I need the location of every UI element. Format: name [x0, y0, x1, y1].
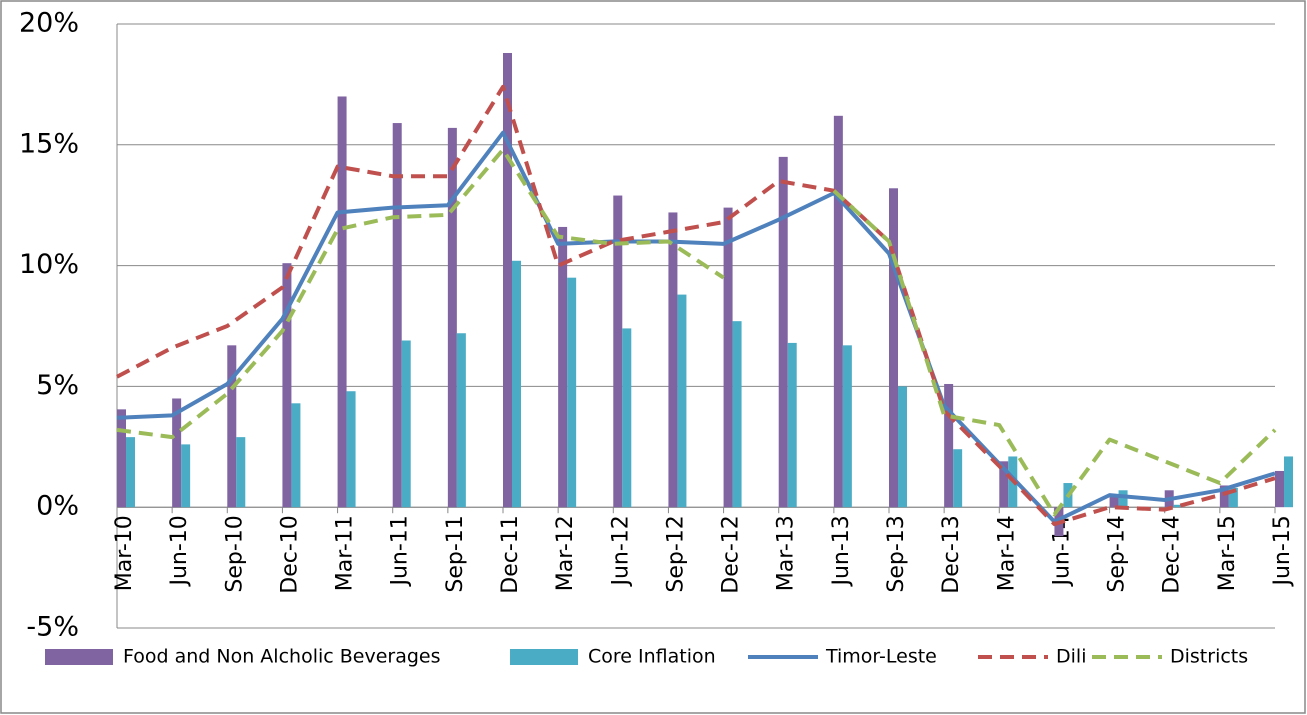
- bar: [1109, 495, 1119, 508]
- bar: [999, 461, 1009, 508]
- x-tick-label: Mar-11: [333, 515, 358, 591]
- bar: [622, 328, 632, 508]
- x-tick-label: Sep-13: [884, 515, 909, 592]
- bar: [172, 398, 182, 508]
- line: [116, 84, 1276, 527]
- bar: [282, 263, 292, 508]
- legend-swatch: [510, 649, 578, 665]
- bar: [842, 345, 852, 508]
- x-tick-label: Dec-11: [498, 515, 523, 594]
- bar: [889, 188, 898, 508]
- x-tick-label: Dec-13: [939, 515, 964, 594]
- y-tick-label: 5%: [36, 370, 79, 401]
- y-tick-label: 10%: [19, 249, 79, 280]
- x-tick-label: Mar-14: [994, 515, 1019, 591]
- x-tick-label: Sep-11: [443, 515, 468, 592]
- x-tick-label: Sep-10: [222, 515, 247, 592]
- bar: [1219, 485, 1229, 508]
- bar: [126, 437, 135, 508]
- bar: [898, 386, 907, 508]
- legend-label: Districts: [1170, 646, 1248, 668]
- bar: [567, 277, 577, 508]
- legend-label: Food and Non Alcholic Beverages: [123, 646, 441, 668]
- bar: [447, 127, 457, 508]
- bar: [1173, 504, 1183, 508]
- bar: [456, 333, 466, 508]
- bar: [181, 444, 191, 508]
- x-tick-label: Dec-10: [277, 515, 302, 594]
- bar: [723, 207, 733, 508]
- bar: [558, 226, 568, 508]
- x-tick-label: Jun-13: [829, 515, 854, 587]
- bar: [833, 115, 843, 508]
- bar: [732, 321, 742, 508]
- x-tick-label: Sep-12: [663, 515, 688, 592]
- bar: [1118, 490, 1128, 508]
- bar: [337, 96, 347, 508]
- bar: [944, 383, 954, 508]
- bar: [1275, 470, 1284, 508]
- x-tick-label: Jun-12: [608, 515, 633, 587]
- bar: [401, 340, 411, 508]
- bar: [117, 409, 126, 508]
- bar: [668, 212, 678, 508]
- x-tick-label: Jun-11: [388, 515, 413, 587]
- bar: [778, 156, 788, 508]
- x-tick-label: Sep-14: [1105, 515, 1130, 592]
- x-tick-label: Dec-14: [1160, 515, 1185, 594]
- x-tick-label: Jun-10: [167, 515, 192, 587]
- x-tick-label: Mar-13: [774, 515, 799, 591]
- line: [116, 147, 1277, 517]
- legend-label: Dili: [1056, 646, 1086, 668]
- bar: [291, 403, 301, 508]
- x-tick-label: Jun-15: [1270, 515, 1295, 587]
- bar: [953, 449, 963, 508]
- bar: [1228, 487, 1238, 508]
- bar: [677, 294, 687, 508]
- bar: [613, 195, 623, 508]
- legend-swatch: [45, 649, 113, 665]
- y-tick-label: 0%: [36, 491, 79, 522]
- bar: [227, 345, 237, 508]
- x-tick-label: Mar-10: [112, 515, 137, 591]
- bar: [236, 437, 246, 508]
- x-tick-label: Mar-15: [1215, 515, 1240, 591]
- bar: [1284, 456, 1293, 508]
- bar: [503, 52, 512, 508]
- bar: [346, 391, 356, 508]
- legend-label: Core Inflation: [588, 646, 716, 668]
- bar: [512, 260, 521, 508]
- y-tick-label: 20%: [19, 8, 79, 39]
- bar: [787, 342, 797, 508]
- y-tick-label: -5%: [26, 612, 79, 643]
- line: [116, 130, 1276, 524]
- bar: [392, 123, 402, 508]
- x-tick-label: Mar-12: [553, 515, 578, 591]
- y-tick-label: 15%: [19, 128, 79, 159]
- x-tick-label: Dec-12: [719, 515, 744, 594]
- legend-label: Timor-Leste: [825, 646, 937, 668]
